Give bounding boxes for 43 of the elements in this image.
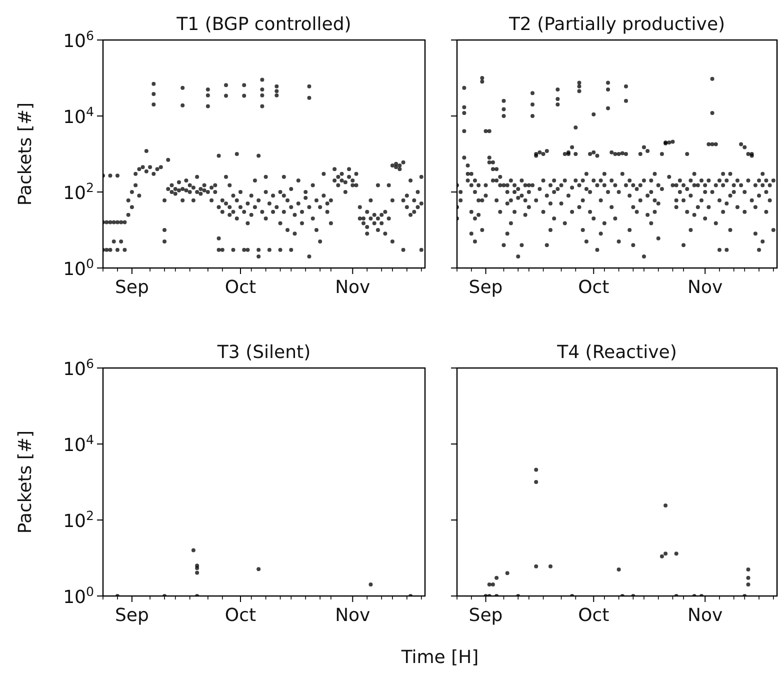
point bbox=[505, 571, 510, 576]
point bbox=[490, 582, 495, 587]
y-tick-label: 10$^{6}$ bbox=[63, 28, 94, 52]
x-tick-label: Oct bbox=[578, 605, 610, 626]
point bbox=[494, 576, 499, 580]
chart-title: T3 (Silent) bbox=[216, 342, 311, 363]
x-tick-label: Oct bbox=[578, 277, 610, 298]
x-tick-label: Oct bbox=[224, 277, 256, 298]
point bbox=[664, 552, 668, 556]
point bbox=[534, 480, 538, 484]
point bbox=[487, 582, 492, 587]
x-tick-label: Sep bbox=[114, 277, 149, 298]
y-tick-label: 10$^{2}$ bbox=[63, 508, 94, 532]
chart-title: T2 (Partially productive) bbox=[508, 14, 726, 35]
y-axis-title: Packets [#] bbox=[15, 430, 36, 534]
y-axis-title: Packets [#] bbox=[15, 102, 36, 206]
x-tick-label: Sep bbox=[468, 277, 503, 298]
y-tick-label: 10$^{4}$ bbox=[63, 104, 94, 128]
x-tick-label: Sep bbox=[114, 605, 149, 626]
y-tick-label: 10$^{2}$ bbox=[63, 180, 94, 204]
chart-title: T1 (BGP controlled) bbox=[176, 14, 352, 35]
x-tick-label: Nov bbox=[688, 605, 723, 626]
point bbox=[616, 567, 621, 572]
point bbox=[746, 576, 750, 580]
y-tick-label: 10$^{4}$ bbox=[63, 432, 94, 456]
point bbox=[660, 554, 664, 558]
chart-title: T4 (Reactive) bbox=[556, 342, 677, 363]
point bbox=[674, 552, 678, 556]
x-tick-label: Nov bbox=[688, 277, 723, 298]
x-tick-label: Nov bbox=[335, 605, 371, 626]
point bbox=[534, 564, 538, 568]
x-tick-label: Nov bbox=[335, 277, 371, 298]
x-tick-label: Oct bbox=[224, 605, 256, 626]
x-axis-title: Time [H] bbox=[400, 647, 479, 668]
y-tick-label: 10$^{0}$ bbox=[63, 256, 94, 280]
point bbox=[534, 468, 538, 472]
y-tick-label: 10$^{6}$ bbox=[63, 356, 94, 380]
x-tick-label: Sep bbox=[468, 605, 503, 626]
point bbox=[664, 504, 668, 508]
point bbox=[548, 564, 552, 568]
point bbox=[746, 582, 750, 587]
point bbox=[746, 567, 750, 572]
y-tick-label: 10$^{0}$ bbox=[63, 584, 94, 608]
